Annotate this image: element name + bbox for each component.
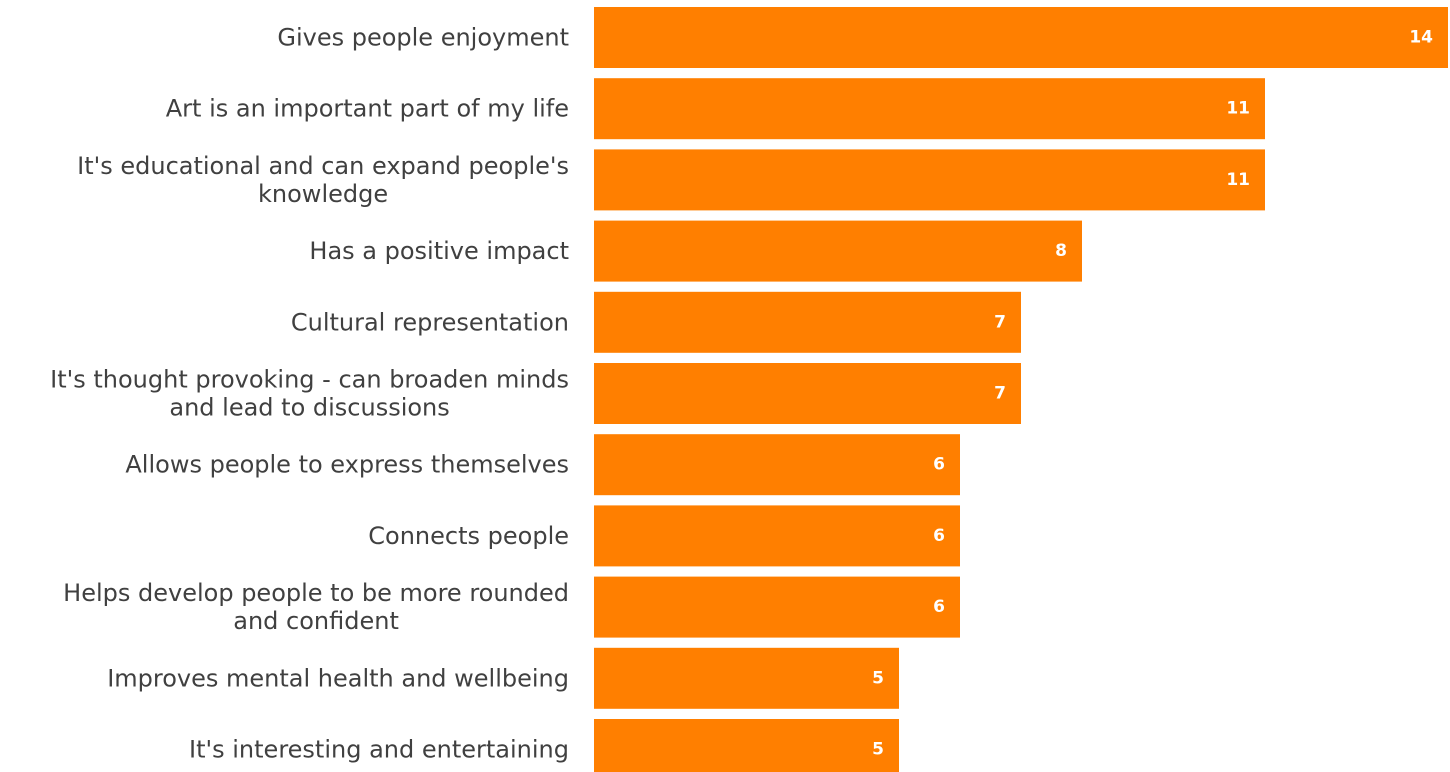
bar-row: 11 It's educational and can expand people… bbox=[77, 149, 1265, 211]
category-label: Allows people to express themselves bbox=[125, 451, 569, 479]
bar bbox=[594, 434, 960, 496]
bar bbox=[594, 78, 1265, 140]
category-label-line: and confident bbox=[233, 607, 399, 635]
category-label: It's thought provoking - can broaden min… bbox=[50, 366, 569, 422]
bar bbox=[594, 719, 899, 772]
bar bbox=[594, 647, 899, 709]
bar-row: 6 Helps develop people to be more rounded… bbox=[63, 576, 960, 638]
bar-row: 5 It's interesting and entertaining bbox=[189, 719, 899, 772]
bar-value-label: 5 bbox=[872, 740, 884, 760]
bar bbox=[594, 363, 1021, 424]
category-label-line: Allows people to express themselves bbox=[125, 451, 569, 479]
category-label-line: Cultural representation bbox=[291, 308, 569, 336]
category-label: Has a positive impact bbox=[309, 237, 569, 265]
category-label-line: Helps develop people to be more rounded bbox=[63, 579, 569, 607]
bar-value-label: 8 bbox=[1055, 241, 1067, 261]
bar-row: 5 Improves mental health and wellbeing bbox=[107, 647, 899, 709]
category-label-line: It's educational and can expand people's bbox=[77, 152, 569, 180]
category-label-line: Improves mental health and wellbeing bbox=[107, 664, 569, 692]
bar bbox=[594, 291, 1021, 353]
category-label-line: It's thought provoking - can broaden min… bbox=[50, 366, 569, 394]
bar-value-label: 7 bbox=[994, 384, 1006, 404]
category-label: Connects people bbox=[368, 522, 569, 550]
category-label: It's educational and can expand people's… bbox=[77, 152, 569, 208]
category-label-line: knowledge bbox=[258, 180, 388, 208]
bar-value-label: 6 bbox=[933, 597, 945, 617]
bar-value-label: 6 bbox=[933, 455, 945, 475]
category-label: Gives people enjoyment bbox=[277, 24, 569, 52]
bar-value-label: 11 bbox=[1226, 170, 1250, 190]
bar bbox=[594, 220, 1082, 282]
bar bbox=[594, 576, 960, 638]
bar-value-label: 11 bbox=[1226, 99, 1250, 119]
bar-row: 8 Has a positive impact bbox=[309, 220, 1082, 282]
bar bbox=[594, 7, 1448, 68]
category-label-line: and lead to discussions bbox=[169, 394, 449, 422]
bar-row: 6 Allows people to express themselves bbox=[125, 434, 960, 496]
bar-row: 7 Cultural representation bbox=[291, 291, 1021, 353]
bar-row: 14 Gives people enjoyment bbox=[277, 7, 1448, 68]
category-label-line: Art is an important part of my life bbox=[166, 95, 569, 123]
category-label-line: Connects people bbox=[368, 522, 569, 550]
bar-row: 7 It's thought provoking - can broaden mi… bbox=[50, 363, 1021, 424]
category-label: Helps develop people to be more rounded a… bbox=[63, 579, 569, 635]
category-label-line: It's interesting and entertaining bbox=[189, 736, 569, 764]
bar-value-label: 14 bbox=[1409, 28, 1433, 48]
bar bbox=[594, 149, 1265, 211]
category-label: It's interesting and entertaining bbox=[189, 736, 569, 764]
category-label-line: Has a positive impact bbox=[309, 237, 569, 265]
bar-row: 11 Art is an important part of my life bbox=[166, 78, 1265, 140]
category-label-line: Gives people enjoyment bbox=[277, 24, 569, 52]
category-label: Art is an important part of my life bbox=[166, 95, 569, 123]
bar-value-label: 5 bbox=[872, 668, 884, 688]
bar-value-label: 6 bbox=[933, 526, 945, 546]
bar-row: 6 Connects people bbox=[368, 505, 960, 567]
bar bbox=[594, 505, 960, 567]
category-label: Improves mental health and wellbeing bbox=[107, 664, 569, 692]
bar-value-label: 7 bbox=[994, 312, 1006, 332]
category-label: Cultural representation bbox=[291, 308, 569, 336]
